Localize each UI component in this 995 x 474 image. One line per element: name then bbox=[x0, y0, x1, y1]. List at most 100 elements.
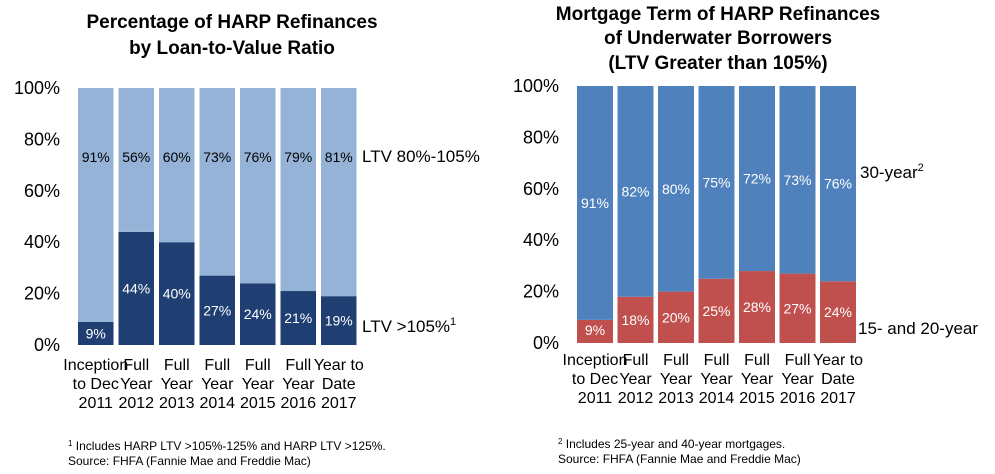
chart-1-data-label: 60% bbox=[163, 149, 191, 165]
chart-2-bar-top-segment bbox=[739, 86, 775, 272]
chart-2-bar-bottom-segment bbox=[577, 319, 613, 343]
chart-1-bar-top-segment bbox=[118, 88, 154, 232]
chart-2-y-tick-label: 0% bbox=[533, 333, 559, 353]
chart-1-category-label: to Dec bbox=[73, 376, 119, 393]
chart-2-category-label: Year bbox=[660, 371, 693, 388]
chart-2-data-label: 18% bbox=[621, 312, 649, 328]
chart-2-category-label: 2016 bbox=[780, 390, 816, 407]
chart-1-category-label: Year bbox=[161, 376, 194, 393]
chart-1-y-tick-label: 100% bbox=[14, 78, 60, 98]
chart-1-category-label: Date bbox=[322, 376, 356, 393]
chart-1-bar-top-segment bbox=[321, 88, 357, 297]
chart-1-bar-bottom-segment bbox=[240, 283, 276, 345]
chart-1-category-label: Year bbox=[201, 376, 234, 393]
chart-1-data-label: 44% bbox=[122, 280, 150, 296]
chart-1-category-label: 2016 bbox=[280, 395, 316, 412]
chart-1-y-tick-label: 0% bbox=[34, 335, 60, 355]
chart-1-legend-label: LTV 80%-105% bbox=[362, 147, 480, 166]
chart-2-category-label: Year bbox=[741, 371, 774, 388]
chart-2-data-label: 75% bbox=[702, 174, 730, 190]
chart-2-data-label: 82% bbox=[621, 183, 649, 199]
chart-2-bar-bottom-segment bbox=[779, 273, 816, 343]
chart-2-category-label: Year bbox=[619, 371, 652, 388]
chart-1-bar-top-segment bbox=[280, 88, 316, 292]
chart-2-bar-bottom-segment bbox=[617, 296, 654, 343]
chart-2-data-label: 28% bbox=[743, 299, 771, 315]
chart-2-bar-top-segment bbox=[617, 86, 654, 297]
chart-1-y-tick-label: 40% bbox=[24, 232, 60, 252]
chart-1-y-tick-label: 80% bbox=[24, 129, 60, 149]
chart-2-bar-top-segment bbox=[658, 86, 694, 292]
chart-1-category-label: Year bbox=[242, 376, 275, 393]
chart-1-category-label: 2015 bbox=[240, 395, 276, 412]
chart-2-category-label: Date bbox=[821, 371, 855, 388]
footnote-2-source: Source: FHFA (Fannie Mae and Freddie Mac… bbox=[558, 452, 801, 466]
chart-1-footnote: 1 Includes HARP LTV >105%-125% and HARP … bbox=[68, 436, 386, 469]
chart-1-category-label: 2017 bbox=[321, 395, 357, 412]
chart-1-category-label: Full bbox=[123, 357, 149, 374]
chart-1-bar-bottom-segment bbox=[280, 291, 316, 345]
chart-1-data-label: 81% bbox=[325, 149, 353, 165]
chart-2-y-tick-label: 20% bbox=[523, 282, 559, 302]
chart-1-data-label: 19% bbox=[325, 313, 353, 329]
chart-1-category-label: Year bbox=[120, 376, 153, 393]
chart-1-y-tick-label: 60% bbox=[24, 181, 60, 201]
chart-1-bar-top-segment bbox=[159, 88, 195, 243]
chart-2-bar-top-segment bbox=[779, 86, 816, 274]
chart-2-legend-label: 15- and 20-year bbox=[858, 319, 978, 338]
chart-2-bar-top-segment bbox=[577, 86, 613, 320]
chart-1-bar-bottom-segment bbox=[199, 275, 235, 345]
chart-1-category-label: Inception bbox=[63, 357, 128, 374]
chart-1-category-label: Full bbox=[245, 357, 271, 374]
chart-1-bar-top-segment bbox=[240, 88, 276, 284]
chart-1-category-label: Year bbox=[282, 376, 315, 393]
chart-2-category-label: 2014 bbox=[699, 390, 735, 407]
chart-2-legend-label: 30-year2 bbox=[860, 162, 924, 182]
chart-2-category-label: Year bbox=[781, 371, 814, 388]
chart-1-legend-label: LTV >105%1 bbox=[362, 316, 456, 336]
chart-1-data-label: 27% bbox=[203, 302, 231, 318]
chart-2-title-line-2: of Underwater Borrowers bbox=[604, 28, 832, 49]
chart-2-category-label: Year bbox=[700, 371, 733, 388]
chart-1-category-label: Year to bbox=[314, 357, 364, 374]
chart-2-category-label: 2015 bbox=[739, 390, 775, 407]
chart-1-bar-top-segment bbox=[199, 88, 235, 276]
footnote-1-text: Includes HARP LTV >105%-125% and HARP LT… bbox=[75, 439, 386, 453]
chart-2-data-label: 73% bbox=[783, 172, 811, 188]
chart-2-category-label: Year to bbox=[813, 352, 863, 369]
chart-1-y-tick-label: 20% bbox=[24, 284, 60, 304]
chart-2-bar-bottom-segment bbox=[658, 291, 694, 343]
chart-2-category-label: Full bbox=[785, 352, 811, 369]
chart-1-category-label: Full bbox=[204, 357, 230, 374]
chart-2-data-label: 25% bbox=[702, 303, 730, 319]
chart-1-data-label: 91% bbox=[82, 149, 110, 165]
chart-2-data-label: 9% bbox=[585, 322, 605, 338]
chart-2-y-tick-label: 80% bbox=[523, 127, 559, 147]
chart-2-data-label: 76% bbox=[824, 176, 852, 192]
chart-1-data-label: 56% bbox=[122, 149, 150, 165]
chart-2-y-tick-label: 60% bbox=[523, 179, 559, 199]
footnote-1-source: Source: FHFA (Fannie Mae and Freddie Mac… bbox=[68, 454, 311, 468]
chart-2-category-label: Full bbox=[704, 352, 730, 369]
chart-2-category-label: Inception bbox=[563, 352, 628, 369]
chart-2-bar-top-segment bbox=[820, 86, 856, 282]
chart-2-category-label: Full bbox=[663, 352, 689, 369]
chart-2-category-label: 2012 bbox=[618, 390, 654, 407]
chart-1-category-label: 2012 bbox=[118, 395, 154, 412]
chart-2-category-label: 2017 bbox=[820, 390, 856, 407]
chart-2-data-label: 91% bbox=[581, 195, 609, 211]
chart-1-data-label: 76% bbox=[244, 149, 272, 165]
chart-2-data-label: 27% bbox=[783, 300, 811, 316]
chart-1-bar-bottom-segment bbox=[321, 296, 357, 345]
chart-2-category-label: Full bbox=[623, 352, 649, 369]
chart-2-legend-superscript: 2 bbox=[918, 162, 924, 174]
chart-1-data-label: 9% bbox=[86, 325, 106, 341]
chart-1-bar-top-segment bbox=[78, 88, 114, 322]
chart-2-title-line-1: Mortgage Term of HARP Refinances bbox=[556, 4, 880, 25]
chart-2-data-label: 80% bbox=[662, 181, 690, 197]
chart-2-y-tick-label: 40% bbox=[523, 230, 559, 250]
chart-2-category-label: to Dec bbox=[572, 371, 618, 388]
chart-1-data-label: 79% bbox=[284, 149, 312, 165]
chart-2-category-label: Full bbox=[744, 352, 770, 369]
